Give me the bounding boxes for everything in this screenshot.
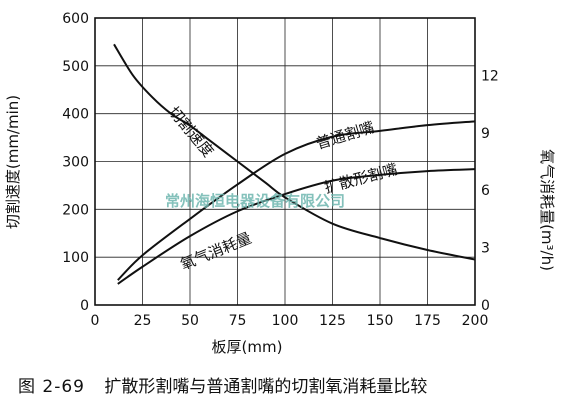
series-line-0: [113, 43, 476, 261]
x-tick-label: 125: [319, 313, 346, 329]
y-right-tick-label: 6: [481, 183, 490, 199]
x-tick-label: 25: [134, 313, 152, 329]
y-right-tick-label: 0: [481, 298, 490, 314]
y-left-tick-label: 500: [62, 59, 89, 75]
series-lines: [113, 43, 476, 285]
x-tick-label: 200: [462, 313, 489, 329]
y-axis-right-title: 氧气消耗量(m³/h): [538, 149, 556, 271]
y-left-tick-label: 0: [80, 298, 89, 314]
series-line-1: [117, 120, 476, 281]
caption-text: 扩散形割嘴与普通割嘴的切割氧消耗量比较: [104, 377, 428, 397]
x-axis-title: 板厚(mm): [212, 338, 283, 356]
series-line-2: [117, 168, 476, 285]
watermark: 常州海恒电器设备有限公司: [165, 192, 345, 210]
x-tick-label: 100: [272, 313, 299, 329]
x-tick-label: 175: [414, 313, 441, 329]
x-tick-label: 75: [229, 313, 247, 329]
y-left-tick-label: 300: [62, 155, 89, 171]
figure-number: 图 2-69: [18, 377, 85, 397]
figure-caption: 图 2-69 扩散形割嘴与普通割嘴的切割氧消耗量比较: [18, 372, 558, 397]
y-left-tick-label: 600: [62, 11, 89, 27]
chart-svg: 0 25 50 75 100 125 150 175 200010020030040050060…: [4, 11, 556, 356]
y-left-tick-label: 400: [62, 107, 89, 123]
y-left-tick-label: 200: [62, 202, 89, 218]
x-tick-label: 150: [367, 313, 394, 329]
y-right-tick-label: 9: [481, 126, 490, 142]
grid: [95, 18, 475, 305]
label-cutting-speed: 切割速度: [165, 103, 217, 161]
label-normal-nozzle: 普通割嘴: [314, 118, 377, 153]
axes: [94, 17, 476, 306]
tick-labels: 0 25 50 75 100 125 150 175 200010020030040050060…: [62, 11, 499, 329]
y-left-tick-label: 100: [62, 250, 89, 266]
y-axis-left-title: 切割速度(mm/min): [4, 95, 22, 229]
label-diffuser-nozzle: 扩散形割嘴: [322, 160, 399, 197]
x-tick-label: 50: [181, 313, 199, 329]
y-right-tick-label: 3: [481, 241, 490, 257]
y-right-tick-label: 12: [481, 68, 499, 84]
plot-frame: [94, 17, 476, 306]
x-tick-label: 0: [91, 313, 100, 329]
